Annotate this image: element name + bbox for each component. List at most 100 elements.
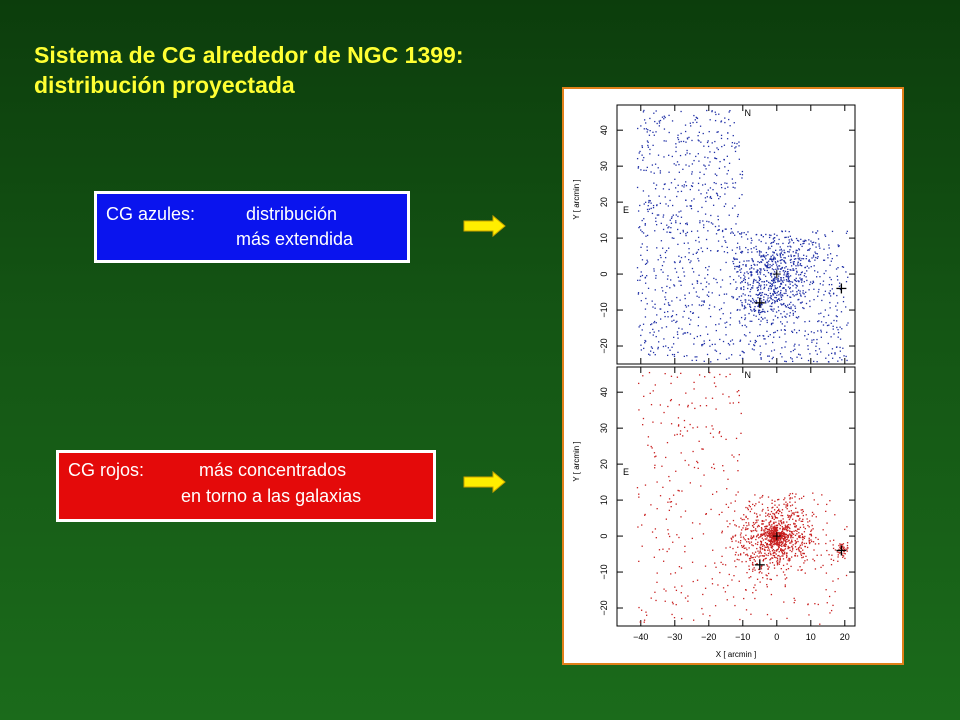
- point-red-950: [767, 506, 769, 509]
- point-red-299: [719, 373, 721, 376]
- point-blue-334: [794, 310, 796, 313]
- point-blue-80: [794, 255, 796, 257]
- point-blue-700: [728, 344, 731, 346]
- point-red-116: [766, 586, 768, 588]
- point-red-1256: [769, 539, 772, 541]
- point-red-1359: [752, 570, 754, 572]
- point-blue-148: [759, 334, 761, 337]
- point-red-974: [773, 564, 776, 566]
- point-blue-669: [805, 258, 807, 260]
- point-blue-1355: [811, 282, 814, 285]
- point-red-336: [689, 482, 692, 484]
- point-blue-926: [784, 329, 786, 331]
- point-red-834: [780, 520, 782, 522]
- point-blue-1361: [742, 279, 745, 282]
- point-blue-1406: [817, 256, 819, 258]
- point-blue-1119: [818, 320, 820, 322]
- point-red-1337: [846, 550, 848, 552]
- point-blue-139: [640, 125, 642, 127]
- point-red-607: [751, 537, 753, 540]
- point-red-224: [736, 391, 738, 393]
- point-blue-328: [705, 238, 708, 241]
- point-red-732: [762, 523, 764, 525]
- point-blue-263: [829, 253, 832, 255]
- point-blue-324: [653, 322, 655, 324]
- point-blue-616: [659, 172, 662, 174]
- point-blue-677: [715, 182, 717, 185]
- point-red-900: [789, 527, 791, 530]
- point-blue-89: [679, 232, 682, 235]
- point-blue-850: [710, 250, 712, 252]
- point-blue-404: [657, 167, 659, 169]
- point-blue-597: [820, 312, 822, 314]
- ytick-label-blue-10: 10: [599, 233, 609, 243]
- point-red-956: [763, 545, 765, 547]
- point-red-479: [759, 540, 762, 542]
- point-blue-945: [737, 231, 739, 233]
- point-blue-1652: [765, 280, 768, 282]
- point-red-425: [767, 509, 769, 511]
- point-blue-706: [809, 305, 811, 308]
- point-blue-652: [673, 319, 675, 321]
- point-blue-341: [734, 182, 737, 184]
- point-blue-1136: [720, 120, 723, 122]
- point-blue-17: [660, 240, 663, 242]
- point-blue-239: [772, 258, 774, 260]
- point-blue-1310: [788, 303, 791, 305]
- point-blue-890: [695, 155, 697, 158]
- point-red-293: [832, 547, 835, 550]
- point-red-364: [664, 600, 666, 602]
- point-blue-1014: [739, 309, 741, 311]
- point-blue-953: [727, 132, 729, 134]
- point-red-436: [812, 492, 814, 494]
- point-red-1289: [779, 534, 781, 536]
- point-blue-94: [836, 315, 838, 318]
- point-red-22: [761, 572, 763, 574]
- point-blue-242: [811, 341, 813, 343]
- point-red-1241: [774, 528, 776, 530]
- point-red-449: [798, 536, 800, 538]
- point-blue-232: [737, 213, 739, 216]
- point-blue-307: [655, 335, 657, 338]
- point-blue-604: [707, 145, 710, 148]
- point-red-391: [811, 515, 813, 517]
- point-red-1313: [766, 544, 768, 546]
- point-blue-724: [781, 304, 783, 306]
- point-blue-1111: [724, 322, 726, 324]
- point-red-724: [778, 509, 780, 511]
- point-blue-13: [668, 304, 670, 306]
- xtick-label-red-20: 20: [840, 632, 850, 642]
- point-blue-394: [697, 236, 700, 239]
- point-blue-381: [836, 254, 838, 257]
- point-red-658: [801, 541, 804, 543]
- point-blue-1560: [797, 265, 799, 267]
- point-blue-439: [649, 117, 651, 120]
- point-blue-951: [748, 312, 750, 315]
- point-blue-484: [837, 244, 839, 246]
- point-red-910: [786, 552, 788, 554]
- point-red-686: [794, 534, 797, 537]
- point-blue-427: [830, 322, 832, 324]
- point-blue-344: [714, 343, 716, 345]
- point-blue-1396: [787, 306, 790, 309]
- point-red-1134: [768, 535, 770, 537]
- point-blue-1632: [774, 292, 776, 294]
- point-red-623: [776, 560, 778, 562]
- point-red-185: [675, 589, 678, 592]
- point-red-1349: [838, 544, 840, 547]
- point-red-1342: [841, 546, 844, 548]
- point-red-688: [791, 492, 794, 495]
- point-red-1006: [776, 506, 778, 508]
- point-red-67: [672, 494, 675, 496]
- point-red-87: [800, 547, 802, 549]
- point-blue-1146: [693, 343, 695, 345]
- point-blue-353: [729, 340, 732, 342]
- point-blue-1225: [780, 313, 782, 315]
- point-red-917: [771, 542, 773, 545]
- point-blue-304: [677, 137, 679, 139]
- point-blue-676: [800, 357, 803, 359]
- point-red-533: [783, 549, 785, 551]
- point-blue-1351: [750, 248, 752, 250]
- point-red-214: [783, 601, 785, 603]
- point-blue-332: [773, 332, 775, 334]
